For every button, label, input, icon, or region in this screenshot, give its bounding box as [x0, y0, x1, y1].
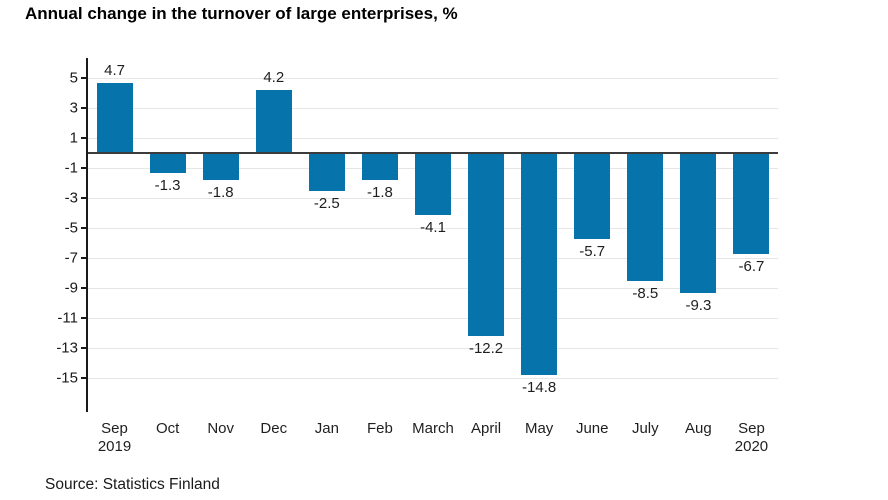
bar-value-label: -8.5 [632, 284, 659, 302]
bar-value-label: -1.8 [207, 184, 234, 201]
bar-nov [202, 153, 239, 180]
y-axis-tick [81, 377, 87, 379]
y-axis-tick [81, 347, 87, 349]
y-axis-tick-label: -9 [64, 279, 78, 297]
x-axis-label-july: July [631, 420, 659, 437]
gridline [88, 287, 778, 289]
y-axis-tick-label: -1 [64, 159, 78, 177]
bar-feb [361, 153, 398, 180]
x-axis-label-nov: Nov [207, 420, 235, 437]
bar-sep-2019 [96, 82, 133, 153]
x-axis-label-jan: Jan [314, 420, 339, 437]
x-axis-label-oct: Oct [155, 420, 180, 437]
bar-march [415, 153, 451, 215]
y-axis-tick [81, 317, 87, 319]
bar-value-label: 4.7 [104, 61, 125, 79]
gridline [88, 137, 778, 139]
x-axis-label-april: April [471, 420, 502, 437]
bar-value-label: -12.2 [468, 340, 504, 357]
y-axis-line [86, 58, 88, 412]
gridline [88, 257, 778, 259]
zero-baseline [88, 152, 778, 154]
y-axis-tick-label: 5 [69, 69, 78, 87]
y-axis-tick-label: -7 [64, 249, 78, 267]
bar-oct [149, 153, 186, 173]
gridline [88, 347, 778, 349]
x-axis-label-june: June [575, 420, 609, 437]
bar-april [468, 153, 505, 336]
y-axis-tick [81, 257, 87, 259]
gridline [88, 107, 778, 109]
bar-may [521, 153, 558, 375]
bar-sep-2020 [733, 153, 770, 254]
bar-value-label: -5.7 [579, 242, 606, 260]
y-axis-tick [81, 227, 87, 229]
bar-dec [255, 90, 292, 153]
gridline [88, 77, 778, 79]
gridline [88, 227, 778, 229]
x-axis-label-march: March [412, 420, 454, 437]
bar-value-label: -6.7 [738, 257, 765, 275]
bar-value-label: -1.8 [366, 184, 393, 201]
chart-title: Annual change in the turnover of large e… [25, 4, 458, 23]
bar-june [574, 153, 611, 239]
x-axis-label-sep-2020: Sep 2020 [734, 420, 769, 455]
y-axis-tick [81, 137, 87, 139]
bar-value-label: -14.8 [522, 379, 557, 396]
x-axis-label-aug: Aug [685, 420, 712, 437]
bar-value-label: 4.2 [263, 69, 285, 86]
bar-july [627, 153, 664, 281]
gridline [88, 317, 778, 319]
x-axis-label-feb: Feb [366, 420, 393, 437]
bar-value-label: -4.1 [420, 218, 446, 236]
y-axis-tick [81, 107, 87, 109]
gridline [88, 377, 778, 379]
x-axis-label-sep-2019: Sep 2019 [97, 420, 132, 455]
y-axis-tick [81, 77, 87, 79]
bar-jan [308, 153, 345, 191]
bar-aug [680, 153, 717, 293]
bar-value-label: -9.3 [685, 296, 712, 314]
x-axis-label-dec: Dec [260, 420, 288, 437]
y-axis-tick [81, 167, 87, 169]
y-axis-tick [81, 197, 87, 199]
y-axis-tick-label: 1 [69, 129, 78, 147]
y-axis-tick [81, 287, 87, 289]
bar-value-label: -1.3 [154, 176, 181, 194]
y-axis-tick-label: -5 [64, 219, 78, 237]
y-axis-tick-label: -15 [56, 369, 78, 387]
y-axis-tick-label: -13 [56, 339, 78, 357]
bar-value-label: -2.5 [313, 194, 340, 212]
y-axis-tick-label: -3 [64, 189, 78, 207]
x-axis-label-may: May [524, 420, 554, 437]
source-text: Source: Statistics Finland [45, 476, 220, 493]
y-axis-tick-label: -11 [57, 309, 78, 327]
y-axis-tick-label: 3 [69, 99, 78, 117]
